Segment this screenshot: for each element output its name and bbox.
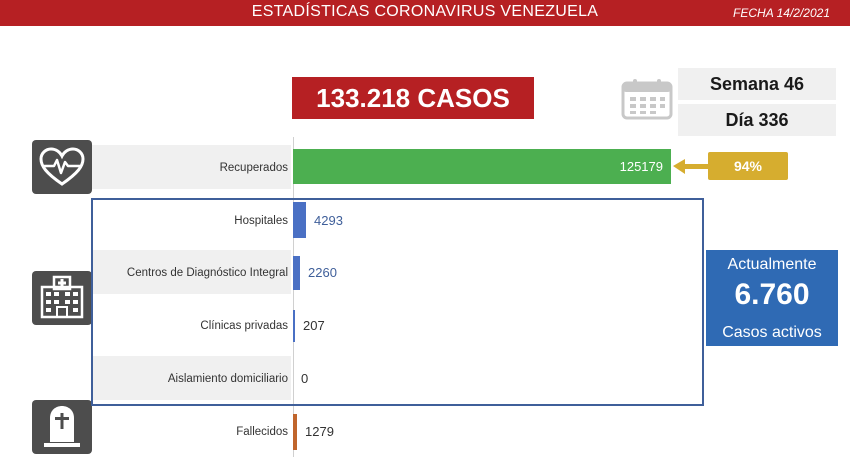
value-hospitals: 4293 [314, 213, 343, 228]
bar-cdi [293, 256, 300, 290]
calendar-icon [621, 79, 673, 120]
active-value: 6.760 [734, 278, 810, 311]
bar-hospitals [293, 202, 306, 238]
value-private-clinics: 207 [303, 318, 325, 333]
label-deaths: Fallecidos [236, 426, 288, 438]
label-bg-home [92, 356, 291, 400]
value-home-isolation: 0 [301, 371, 309, 386]
value-recovered: 125179 [619, 159, 663, 174]
active-title: Actualmente [727, 256, 817, 273]
bar-deaths [293, 414, 297, 450]
label-cdi: Centros de Diagnóstico Integral [126, 267, 288, 279]
header-date: FECHA 14/2/2021 [733, 6, 830, 20]
label-hospitals: Hospitales [234, 215, 288, 227]
tombstone-icon [32, 400, 92, 454]
chart-axis [293, 137, 294, 457]
label-bg-recovered [92, 145, 291, 189]
heart-pulse-icon [32, 140, 92, 194]
active-label: Casos activos [722, 324, 822, 341]
hospitalized-frame [91, 198, 704, 406]
value-deaths: 1279 [305, 424, 334, 439]
label-recovered: Recuperados [219, 162, 288, 174]
recovered-percent-badge: 94% [708, 152, 788, 180]
arrow-icon [673, 159, 713, 174]
hospital-icon [32, 271, 92, 325]
label-bg-cdi [92, 250, 291, 294]
total-cases-box: 133.218 CASOS [292, 77, 534, 119]
label-private-clinics: Clínicas privadas [200, 320, 288, 332]
label-home-isolation: Aislamiento domiciliario [167, 373, 288, 385]
header-title: ESTADÍSTICAS CORONAVIRUS VENEZUELA [251, 3, 599, 20]
header-bar: ESTADÍSTICAS CORONAVIRUS VENEZUELA FECHA… [0, 0, 850, 26]
active-cases-box: Actualmente 6.760 Casos activos [706, 250, 838, 346]
bar-recovered [293, 149, 671, 184]
bar-private-clinics [293, 310, 295, 342]
day-box: Día 336 [678, 104, 836, 136]
value-cdi: 2260 [308, 265, 337, 280]
week-box: Semana 46 [678, 68, 836, 100]
